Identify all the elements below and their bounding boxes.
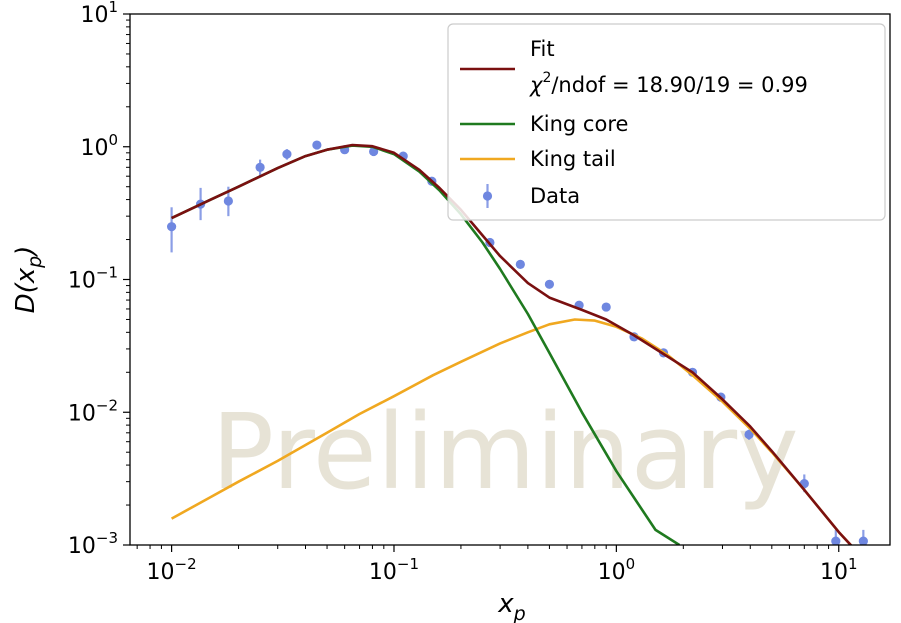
data-marker xyxy=(255,162,265,172)
y-tick-label: 101 xyxy=(80,0,118,28)
data-point xyxy=(515,259,525,269)
data-point xyxy=(858,529,868,545)
data-marker xyxy=(744,429,754,440)
data-point xyxy=(255,159,265,177)
data-point xyxy=(167,207,177,253)
x-axis-label: xp xyxy=(497,589,525,623)
y-tick-label: 10−1 xyxy=(68,264,118,294)
series-layer xyxy=(167,140,868,545)
x-tick-label: 10−1 xyxy=(369,555,419,585)
data-marker xyxy=(223,196,233,206)
series-line-fit xyxy=(171,143,853,545)
y-axis-label: D(xp) xyxy=(11,246,46,314)
data-marker xyxy=(831,536,841,545)
data-point xyxy=(831,529,841,545)
legend-label-fit: Fit xyxy=(530,37,555,61)
legend-box xyxy=(447,23,886,221)
legend-label-core: King core xyxy=(530,112,628,136)
data-point xyxy=(544,279,555,289)
data-marker xyxy=(601,302,611,312)
labels-layer: xp D(xp) xyxy=(11,246,526,623)
legend: Fit χ2/ndof = 18.90/19 = 0.99 King core Kin… xyxy=(447,23,886,221)
data-point xyxy=(282,149,292,160)
legend-handle-data xyxy=(482,191,493,201)
x-tick-label: 10−2 xyxy=(147,555,197,585)
watermark-layer: Preliminary xyxy=(211,391,798,513)
x-tick-label: 100 xyxy=(598,555,636,585)
y-tick-label: 100 xyxy=(80,131,118,161)
series-line-king-tail xyxy=(170,318,853,545)
watermark-text: Preliminary xyxy=(211,391,798,513)
y-tick-label: 10−3 xyxy=(68,529,118,559)
data-point xyxy=(312,140,322,150)
y-tick-label: 10−2 xyxy=(68,396,118,426)
data-point xyxy=(601,302,611,312)
x-tick-label: 101 xyxy=(820,555,858,585)
legend-label-tail: King tail xyxy=(530,147,616,171)
data-marker xyxy=(167,222,177,232)
legend-label-data: Data xyxy=(530,184,580,208)
data-point xyxy=(744,429,754,440)
data-marker xyxy=(312,140,322,150)
legend-fit-chi2: χ2/ndof = 18.90/19 = 0.99 xyxy=(529,70,808,97)
data-marker xyxy=(282,149,292,159)
data-marker xyxy=(858,536,868,545)
data-marker xyxy=(544,279,555,289)
data-marker xyxy=(515,259,525,269)
ticks-layer: 10−2 10−1 100 101 10−3 10−2 10−1 100 101 xyxy=(68,0,858,585)
